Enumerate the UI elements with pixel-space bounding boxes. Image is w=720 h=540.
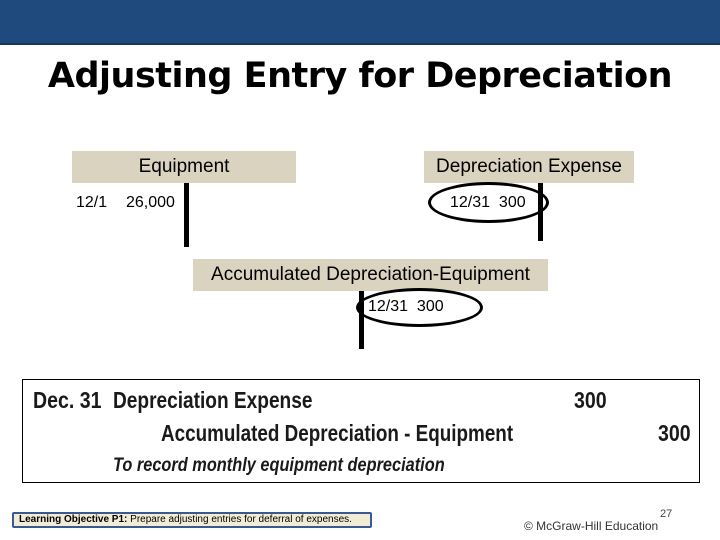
depreciation-expense-highlight-ellipse xyxy=(428,182,549,223)
equipment-entry-date: 12/1 xyxy=(76,194,108,211)
page-number: 27 xyxy=(660,508,673,520)
journal-credit-amount: 300 xyxy=(658,420,691,446)
depreciation-expense-entry: 12/31 300 xyxy=(450,194,526,211)
journal-credit-account: Accumulated Depreciation - Equipment xyxy=(161,420,514,446)
accumulated-depreciation-account-header: Accumulated Depreciation-Equipment xyxy=(193,259,548,291)
accumulated-depreciation-entry: 12/31 300 xyxy=(368,298,444,315)
equipment-account-header: Equipment xyxy=(72,151,296,183)
depreciation-expense-account-header: Depreciation Expense xyxy=(424,151,634,183)
journal-debit-account: Depreciation Expense xyxy=(113,387,313,413)
journal-explanation: To record monthly equipment depreciation xyxy=(113,455,445,476)
learning-objective-box: Learning Objective P1: Prepare adjusting… xyxy=(12,512,372,528)
equipment-t-line xyxy=(184,183,189,247)
accumulated-depreciation-highlight-ellipse xyxy=(356,288,483,327)
learning-objective-label: Learning Objective P1: xyxy=(19,514,128,525)
top-bar xyxy=(0,0,720,45)
equipment-entry-amount: 26,000 xyxy=(126,194,175,211)
journal-date: Dec. 31 xyxy=(33,387,102,413)
learning-objective-text: Prepare adjusting entries for deferral o… xyxy=(130,514,352,525)
copyright-text: © McGraw-Hill Education xyxy=(524,519,659,533)
journal-debit-amount: 300 xyxy=(574,387,607,413)
slide-title: Adjusting Entry for Depreciation xyxy=(47,56,673,96)
journal-entry-box: Dec. 31 Depreciation Expense 300 Accumul… xyxy=(22,379,700,483)
accumulated-depreciation-t-line xyxy=(359,291,364,349)
